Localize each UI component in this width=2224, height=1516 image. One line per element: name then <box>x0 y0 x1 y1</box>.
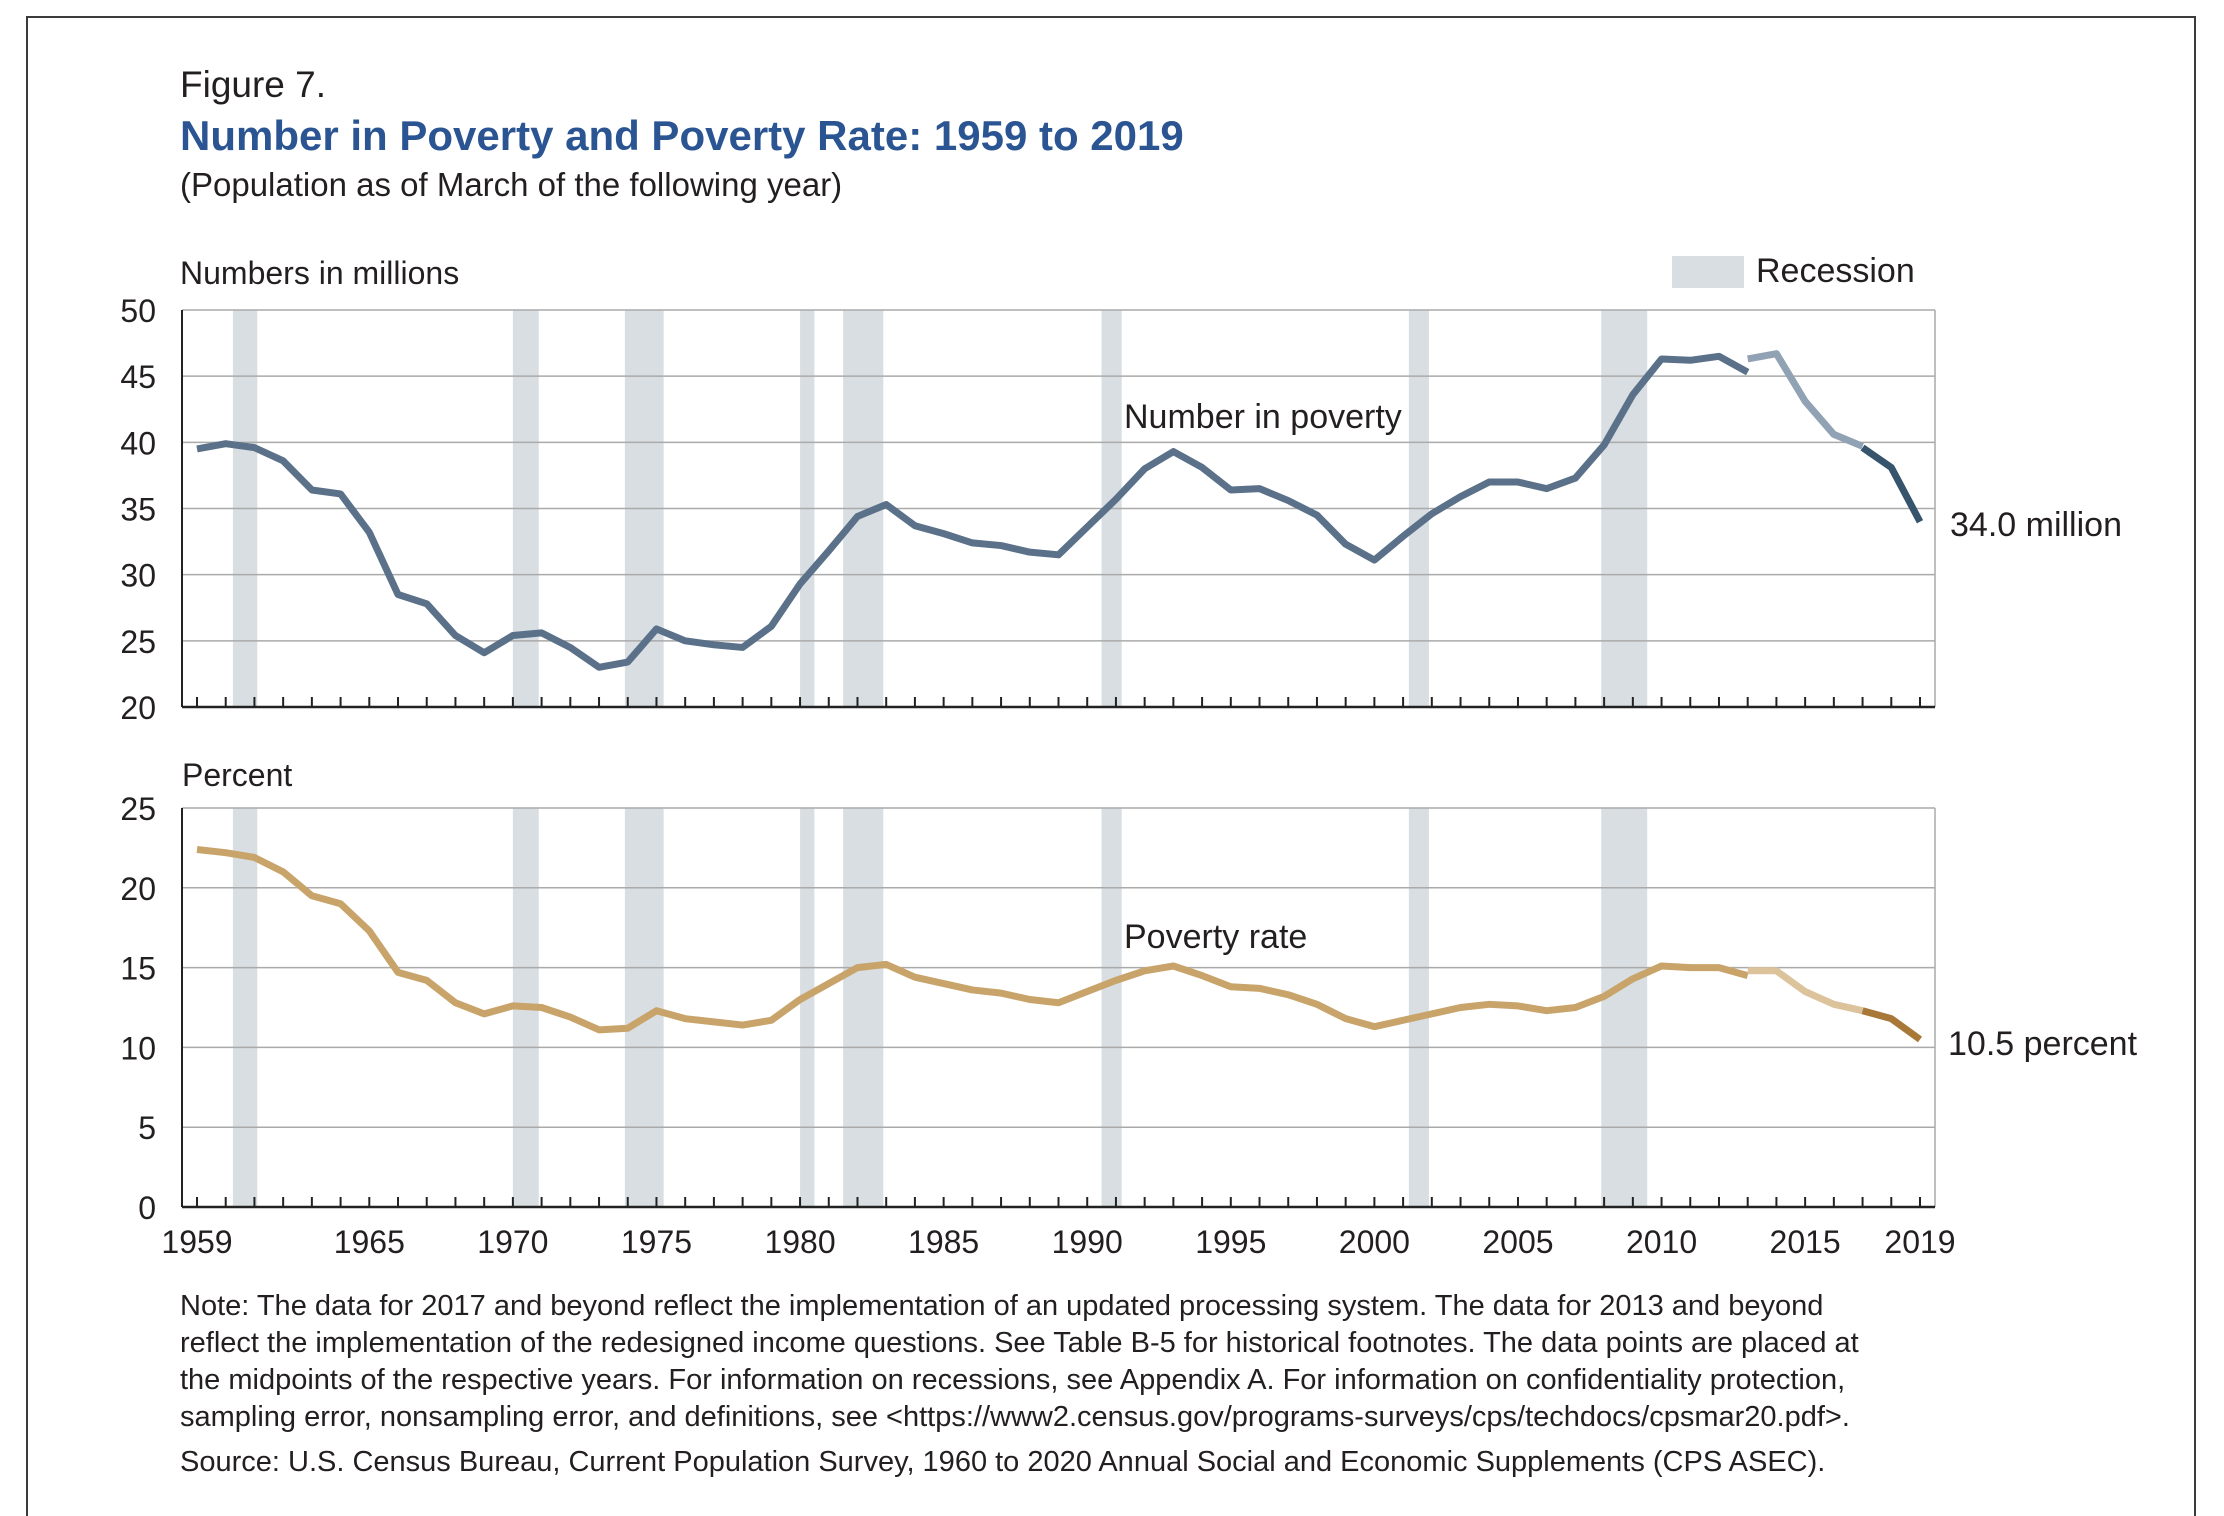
recession-band <box>232 808 258 1207</box>
chart-legend: Recession <box>1672 252 1915 290</box>
y-tick-label: 25 <box>120 791 156 827</box>
x-tick-label: 1970 <box>477 1224 548 1260</box>
recession-band <box>1408 808 1429 1207</box>
series-label: Number in poverty <box>1124 398 1402 436</box>
rate-panel: 0 5 10 15 20 25 1959 1965 1970 1975 1980 1985 1990 19… <box>120 757 2137 1260</box>
series-line-segment <box>1747 967 1864 1015</box>
x-tick-label: 2015 <box>1770 1224 1841 1260</box>
x-tick-label: 1965 <box>334 1224 405 1260</box>
end-value-label: 10.5 percent <box>1948 1025 2138 1063</box>
x-tick-label: 1975 <box>621 1224 692 1260</box>
x-tick-label: 1980 <box>764 1224 835 1260</box>
y-tick-label: 50 <box>120 293 156 329</box>
y-tick-label: 20 <box>120 690 156 726</box>
note-line: Note: The data for 2017 and beyond refle… <box>180 1290 1824 1322</box>
y-axis-label: Percent <box>182 757 292 793</box>
series-label: Poverty rate <box>1124 918 1307 956</box>
series-line-segment <box>196 352 1750 671</box>
y-tick-label: 20 <box>120 871 156 907</box>
figure-frame <box>26 16 2196 1516</box>
note-line: sampling error, nonsampling error, and d… <box>180 1401 1850 1433</box>
recession-band <box>843 808 884 1207</box>
recession-band <box>800 808 815 1207</box>
series-line-segment <box>1860 444 1924 524</box>
legend-recession-label: Recession <box>1756 252 1915 290</box>
series-line-segment <box>196 846 1749 1034</box>
y-tick-label: 5 <box>138 1110 156 1146</box>
figure-label: Figure 7. <box>180 64 327 105</box>
source-note: Source: U.S. Census Bureau, Current Popu… <box>180 1446 1826 1478</box>
y-tick-label: 35 <box>120 492 156 528</box>
y-tick-label: 10 <box>120 1030 156 1066</box>
chart-notes: Note: The data for 2017 and beyond refle… <box>180 1288 2170 1481</box>
series-line-segment <box>1861 1007 1923 1043</box>
recession-band <box>1101 808 1122 1207</box>
y-tick-label: 30 <box>120 558 156 594</box>
x-tick-label: 2019 <box>1884 1224 1955 1260</box>
x-tick-label: 1985 <box>908 1224 979 1260</box>
y-tick-label: 40 <box>120 425 156 461</box>
end-value-label: 34.0 million <box>1950 506 2122 544</box>
y-tick-label: 45 <box>120 359 156 395</box>
x-tick-label: 2010 <box>1626 1224 1697 1260</box>
chart-subtitle: (Population as of March of the following… <box>180 166 843 203</box>
y-tick-label: 0 <box>138 1190 156 1226</box>
legend-recession-swatch <box>1672 256 1744 288</box>
x-tick-label: 2000 <box>1339 1224 1410 1260</box>
chart-title: Number in Poverty and Poverty Rate: 1959… <box>180 112 1184 159</box>
note-line: the midpoints of the respective years. F… <box>180 1364 1846 1396</box>
y-tick-label: 15 <box>120 951 156 987</box>
series-line-segment <box>1747 350 1864 450</box>
number-panel: 20 25 30 35 40 45 50 Numbers in millions Number … <box>120 255 2122 726</box>
y-tick-label: 25 <box>120 624 156 660</box>
x-tick-label: 1959 <box>161 1224 232 1260</box>
x-tick-label: 1995 <box>1195 1224 1266 1260</box>
y-axis-label: Numbers in millions <box>180 255 459 291</box>
x-tick-label: 2005 <box>1482 1224 1553 1260</box>
note-line: reflect the implementation of the redesi… <box>180 1327 1859 1359</box>
recession-band <box>1601 808 1648 1207</box>
x-tick-label: 1990 <box>1052 1224 1123 1260</box>
